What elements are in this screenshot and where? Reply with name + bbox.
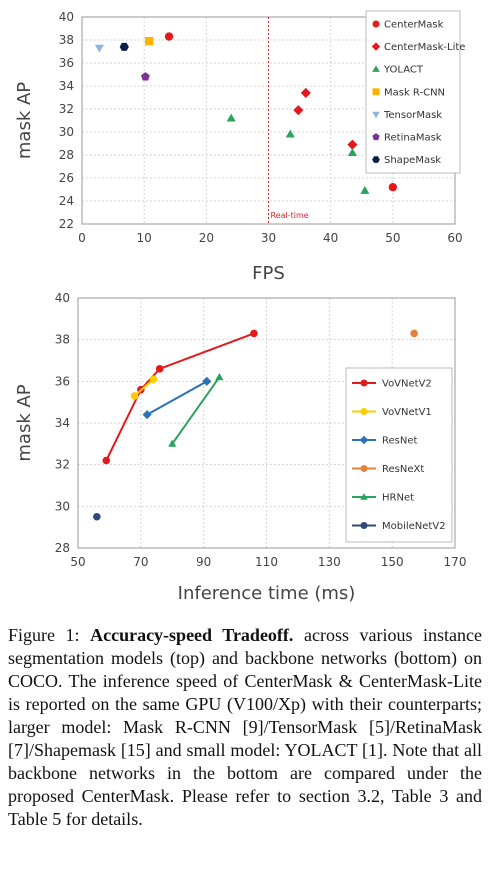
legend-label: VoVNetV2 [382,379,432,390]
legend-marker [360,408,368,415]
data-point [285,129,295,138]
y-tick-label: 36 [59,56,74,70]
data-point [347,148,357,156]
data-point [226,113,236,122]
data-point [119,42,129,51]
x-tick-label: 130 [318,555,341,569]
data-point [388,183,398,192]
y-tick-label: 26 [59,171,74,185]
legend-label: CenterMask-Lite [384,42,465,53]
data-point [202,376,212,386]
legend-marker [372,133,380,141]
data-point [347,139,358,150]
x-tick-label: 60 [447,231,462,245]
data-point [215,372,224,381]
data-point [300,87,311,98]
legend-marker [372,111,380,119]
legend-label: MobileNetV2 [382,521,446,532]
data-point [94,44,104,53]
data-point [250,329,258,338]
data-point [142,410,152,420]
y-tick-label: 38 [59,33,74,47]
legend-marker [371,42,381,51]
y-tick-label: 32 [55,458,70,472]
x-tick-label: 20 [199,231,214,245]
legend-marker [360,465,368,472]
data-point [155,365,164,373]
legend-label: ResNeXt [382,464,424,475]
y-tick-label: 22 [59,217,74,231]
figure-caption: Figure 1: Accuracy-speed Tradeoff. acros… [8,624,482,831]
x-tick-label: 150 [381,555,404,569]
y-tick-label: 32 [59,102,74,116]
data-point [141,72,150,81]
y-tick-label: 40 [55,291,70,305]
data-point [168,439,177,447]
top-scatter-chart: 0 10 20 30 40 50 60 22 24 26 28 30 32 34 36 38 40 FPS mask… [14,10,465,283]
x-tick-label: 50 [385,231,400,245]
x-tick-label: 110 [255,555,278,569]
x-tick-label: 30 [261,231,276,245]
y-tick-label: 40 [59,10,74,24]
data-point [410,329,418,338]
x-tick-label: 170 [444,555,467,569]
bottom-line-chart: 50 70 90 110 130 150 170 28 30 32 34 36 38 40 Inferenc… [14,291,467,604]
y-axis-label: mask AP [14,82,35,159]
legend-marker [372,65,380,72]
x-tick-label: 40 [323,231,338,245]
x-axis-label: Inference time (ms) [178,583,356,604]
legend-label: CenterMask [384,20,444,31]
legend-marker [360,379,368,387]
y-tick-label: 28 [59,148,74,162]
legend-label: HRNet [382,493,414,504]
data-point [164,32,174,41]
caption-text: across various instance segmentation mod… [8,625,483,829]
x-tick-label: 0 [78,231,86,245]
data-point [360,186,370,194]
x-tick-label: 50 [70,555,85,569]
legend-marker [372,20,380,28]
data-point [144,36,154,46]
data-point [130,392,139,400]
y-axis-label: mask AP [14,384,35,461]
y-tick-label: 34 [55,416,70,430]
legend-box [365,10,461,174]
realtime-label: Real-time [271,211,309,220]
y-tick-label: 24 [59,194,74,208]
legend-label: ShapeMask [384,155,441,166]
x-tick-label: 10 [137,231,152,245]
legend-label: RetinaMask [384,133,442,144]
x-tick-label: 70 [133,555,148,569]
plot-frame [77,297,456,549]
legend-label: VoVNetV1 [382,407,432,418]
y-tick-label: 34 [59,79,74,93]
legend-label: TensorMask [383,110,442,121]
x-axis-label: FPS [252,263,285,283]
y-tick-label: 28 [55,541,70,555]
legend-marker [372,88,380,96]
y-tick-label: 36 [55,374,70,388]
x-tick-label: 90 [196,555,211,569]
series-line [171,376,221,445]
data-point [102,456,111,465]
legend-label: Mask R-CNN [384,87,445,98]
caption-title: Accuracy-speed Tradeoff. [90,625,294,645]
legend-marker [360,493,368,500]
legend-marker [372,156,380,163]
series-line [146,380,208,416]
data-point [93,512,101,521]
legend-marker [360,522,368,529]
data-point [149,375,158,384]
y-tick-label: 38 [55,333,70,347]
caption-label: Figure 1: [8,625,80,645]
legend-box [345,367,453,543]
series-line [133,378,155,397]
legend-marker [359,435,369,445]
data-point [293,105,304,116]
legend-label: YOLACT [383,65,424,76]
legend-label: ResNet [382,436,417,447]
y-tick-label: 30 [55,499,70,513]
y-tick-label: 30 [59,125,74,139]
